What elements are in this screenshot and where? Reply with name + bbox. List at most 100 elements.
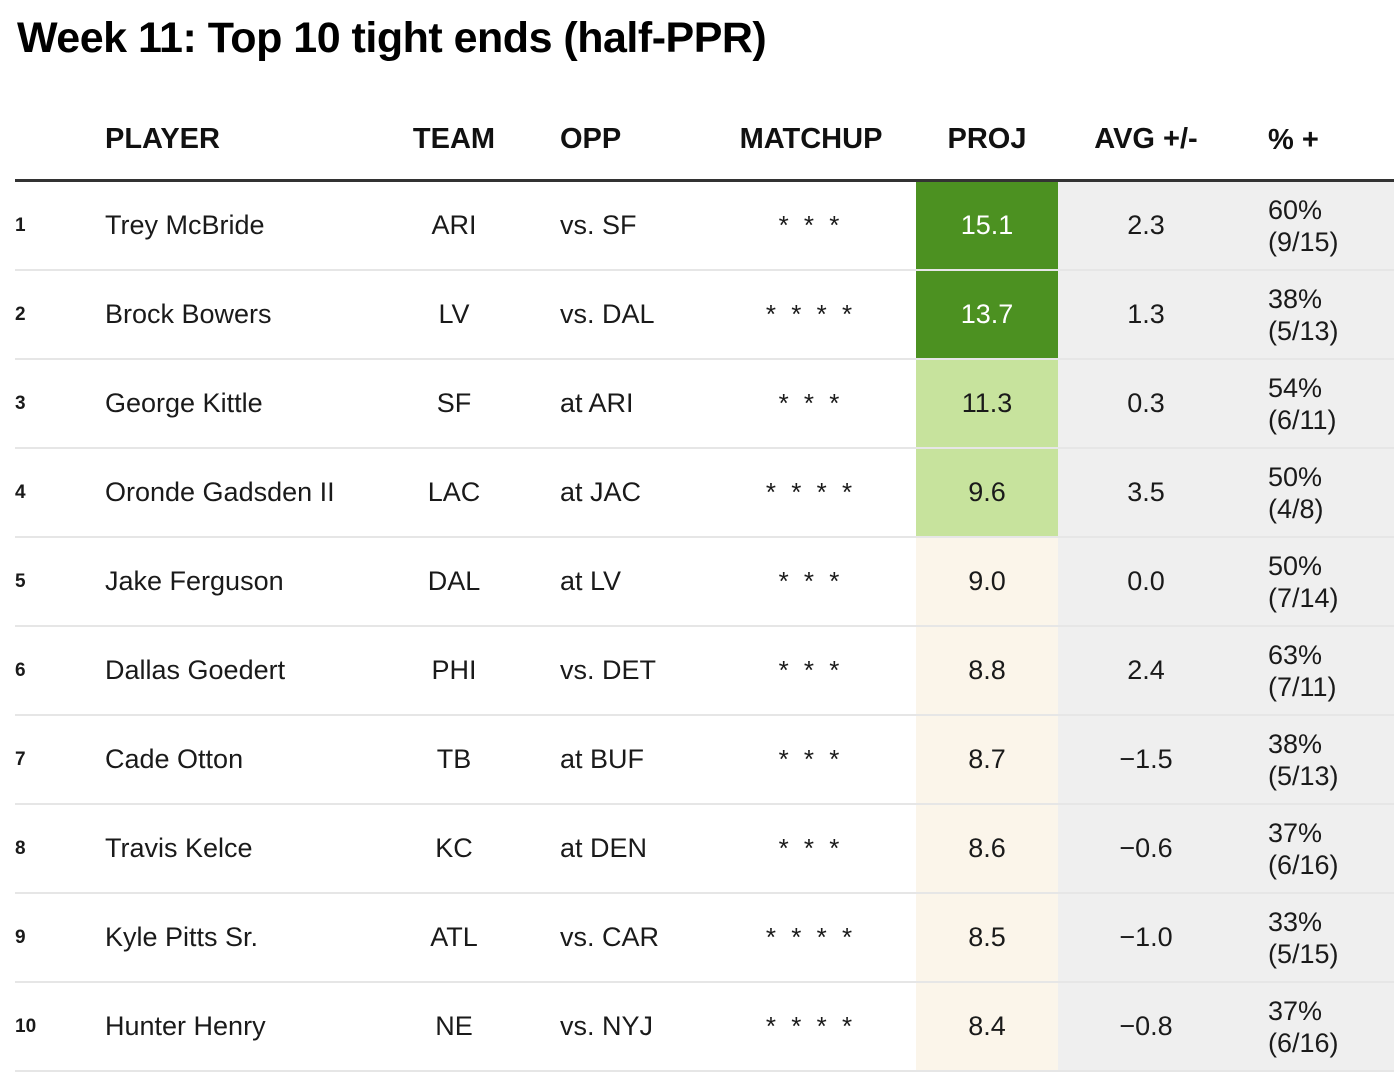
pct-fraction: (7/14): [1268, 582, 1339, 613]
matchup-stars: * * *: [706, 715, 916, 805]
pct-cell: 38% (5/13): [1234, 715, 1394, 805]
proj-cell: 8.8: [916, 626, 1058, 716]
rankings-table: PLAYER TEAM OPP MATCHUP PROJ AVG +/- % +…: [15, 100, 1394, 1072]
table-row: 3 George Kittle SF at ARI * * * 11.3 0.3…: [15, 359, 1394, 449]
pct-value: 60%: [1268, 194, 1323, 225]
player-cell: Oronde Gadsden II: [105, 448, 395, 538]
opp-cell: vs. SF: [513, 180, 706, 271]
pct-cell: 54% (6/11): [1234, 359, 1394, 449]
pct-fraction: (5/13): [1268, 315, 1339, 346]
opp-cell: vs. NYJ: [513, 982, 706, 1072]
header-avg: AVG +/-: [1058, 100, 1234, 182]
opp-cell: at LV: [513, 537, 706, 627]
opp-cell: at ARI: [513, 359, 706, 449]
header-row: PLAYER TEAM OPP MATCHUP PROJ AVG +/- % +: [15, 100, 1394, 182]
pct-fraction: (6/11): [1268, 404, 1337, 435]
matchup-stars: * * *: [706, 359, 916, 449]
avg-cell: 1.3: [1058, 270, 1234, 360]
table-row: 7 Cade Otton TB at BUF * * * 8.7 −1.5 38…: [15, 715, 1394, 805]
proj-cell: 13.7: [916, 270, 1058, 360]
rank-cell: 3: [15, 359, 105, 449]
matchup-stars: * * *: [706, 804, 916, 894]
avg-cell: 0.3: [1058, 359, 1234, 449]
matchup-stars: * * * *: [706, 270, 916, 360]
rank-cell: 7: [15, 715, 105, 805]
opp-cell: vs. CAR: [513, 893, 706, 983]
header-pct: % +: [1234, 100, 1394, 182]
team-cell: KC: [395, 804, 513, 894]
table-row: 2 Brock Bowers LV vs. DAL * * * * 13.7 1…: [15, 270, 1394, 360]
pct-fraction: (6/16): [1268, 849, 1339, 880]
table-row: 6 Dallas Goedert PHI vs. DET * * * 8.8 2…: [15, 626, 1394, 716]
player-cell: George Kittle: [105, 359, 395, 449]
avg-cell: 2.3: [1058, 180, 1234, 271]
player-cell: Jake Ferguson: [105, 537, 395, 627]
rank-cell: 1: [15, 180, 105, 271]
pct-fraction: (4/8): [1268, 493, 1324, 524]
avg-cell: −0.8: [1058, 982, 1234, 1072]
proj-cell: 8.5: [916, 893, 1058, 983]
team-cell: NE: [395, 982, 513, 1072]
team-cell: LAC: [395, 448, 513, 538]
proj-cell: 9.0: [916, 537, 1058, 627]
table-row: 1 Trey McBride ARI vs. SF * * * 15.1 2.3…: [15, 180, 1394, 271]
matchup-stars: * * * *: [706, 982, 916, 1072]
team-cell: SF: [395, 359, 513, 449]
pct-value: 38%: [1268, 283, 1323, 314]
team-cell: PHI: [395, 626, 513, 716]
pct-cell: 50% (4/8): [1234, 448, 1394, 538]
pct-cell: 33% (5/15): [1234, 893, 1394, 983]
table-row: 10 Hunter Henry NE vs. NYJ * * * * 8.4 −…: [15, 982, 1394, 1072]
rank-cell: 2: [15, 270, 105, 360]
page-title: Week 11: Top 10 tight ends (half-PPR): [17, 14, 767, 62]
pct-value: 33%: [1268, 906, 1323, 937]
pct-cell: 60% (9/15): [1234, 180, 1394, 271]
pct-cell: 50% (7/14): [1234, 537, 1394, 627]
pct-value: 37%: [1268, 995, 1323, 1026]
pct-value: 63%: [1268, 639, 1323, 670]
avg-cell: 2.4: [1058, 626, 1234, 716]
table-row: 8 Travis Kelce KC at DEN * * * 8.6 −0.6 …: [15, 804, 1394, 894]
avg-cell: −1.5: [1058, 715, 1234, 805]
team-cell: ATL: [395, 893, 513, 983]
header-player: PLAYER: [105, 100, 395, 182]
table-row: 5 Jake Ferguson DAL at LV * * * 9.0 0.0 …: [15, 537, 1394, 627]
matchup-stars: * * *: [706, 537, 916, 627]
rank-cell: 9: [15, 893, 105, 983]
pct-value: 54%: [1268, 372, 1323, 403]
player-cell: Dallas Goedert: [105, 626, 395, 716]
team-cell: DAL: [395, 537, 513, 627]
header-team: TEAM: [395, 100, 513, 182]
matchup-stars: * * * *: [706, 893, 916, 983]
team-cell: TB: [395, 715, 513, 805]
rank-cell: 6: [15, 626, 105, 716]
player-cell: Travis Kelce: [105, 804, 395, 894]
pct-fraction: (5/15): [1268, 938, 1339, 969]
matchup-stars: * * * *: [706, 448, 916, 538]
opp-cell: at JAC: [513, 448, 706, 538]
pct-value: 38%: [1268, 728, 1323, 759]
header-opp: OPP: [513, 100, 706, 182]
proj-cell: 11.3: [916, 359, 1058, 449]
player-cell: Trey McBride: [105, 180, 395, 271]
proj-cell: 9.6: [916, 448, 1058, 538]
player-cell: Cade Otton: [105, 715, 395, 805]
matchup-stars: * * *: [706, 626, 916, 716]
pct-fraction: (6/16): [1268, 1027, 1339, 1058]
pct-cell: 37% (6/16): [1234, 804, 1394, 894]
opp-cell: vs. DET: [513, 626, 706, 716]
proj-cell: 8.4: [916, 982, 1058, 1072]
header-proj: PROJ: [916, 100, 1058, 182]
pct-value: 37%: [1268, 817, 1323, 848]
pct-cell: 37% (6/16): [1234, 982, 1394, 1072]
avg-cell: −0.6: [1058, 804, 1234, 894]
pct-value: 50%: [1268, 550, 1323, 581]
pct-cell: 38% (5/13): [1234, 270, 1394, 360]
matchup-stars: * * *: [706, 180, 916, 271]
avg-cell: −1.0: [1058, 893, 1234, 983]
avg-cell: 0.0: [1058, 537, 1234, 627]
player-cell: Kyle Pitts Sr.: [105, 893, 395, 983]
opp-cell: vs. DAL: [513, 270, 706, 360]
table-row: 9 Kyle Pitts Sr. ATL vs. CAR * * * * 8.5…: [15, 893, 1394, 983]
rank-cell: 4: [15, 448, 105, 538]
